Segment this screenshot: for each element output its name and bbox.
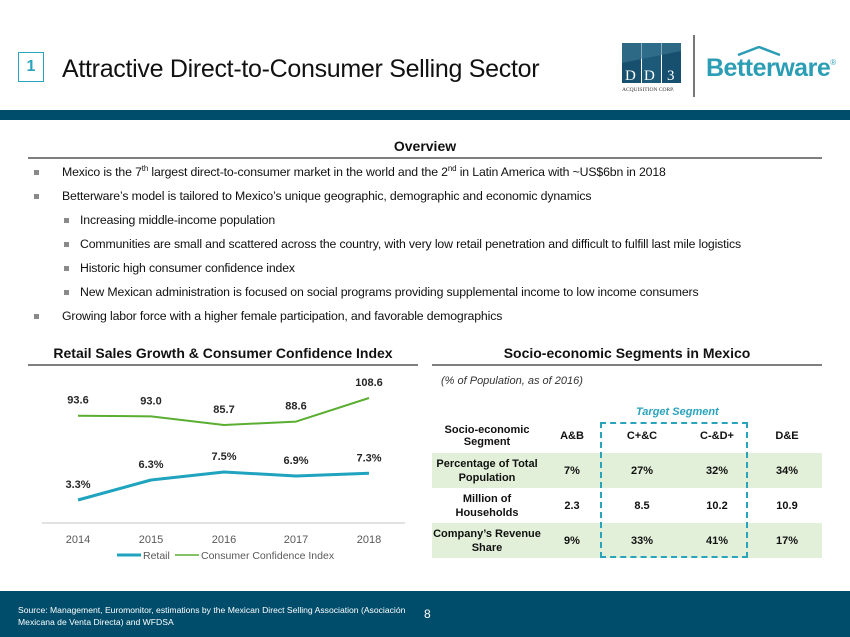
page-number: 8 [424, 607, 431, 621]
segments-header: Socio-economic Segments in Mexico [432, 345, 822, 366]
row-label: Million of Households [455, 492, 519, 519]
dd3-logo: D D 3 ACQUISITION CORP. [622, 43, 681, 93]
sub-bullet-item: Increasing middle-income population [0, 208, 850, 232]
bullet-text: Mexico is the 7th largest direct-to-cons… [62, 164, 666, 179]
table-cell: 10.9 [776, 499, 798, 512]
retail-data-label: 7.5% [211, 451, 236, 463]
table-cell: 41% [682, 523, 752, 558]
page-title: Attractive Direct-to-Consumer Selling Se… [62, 55, 540, 83]
svg-text:3: 3 [667, 68, 675, 84]
svg-text:D: D [644, 68, 655, 84]
bullet-text: Betterware’s model is tailored to Mexico… [62, 189, 592, 203]
row-label: Company’s Revenue Share [432, 523, 542, 558]
betterware-logo: Betterware® [706, 46, 836, 83]
bullet-text: Communities are small and scattered acro… [80, 237, 741, 251]
source-note: Source: Management, Euromonitor, estimat… [18, 605, 406, 627]
x-tick-label: 2016 [212, 534, 236, 546]
sub-bullet-item: Communities are small and scattered acro… [0, 232, 850, 256]
table-cell: 8.5 [634, 499, 650, 512]
segments-subtitle: (% of Population, as of 2016) [441, 375, 583, 387]
sub-bullet-item: Historic high consumer confidence index [0, 256, 850, 280]
footer-bar: Source: Management, Euromonitor, estimat… [0, 591, 850, 637]
bullet-text: Historic high consumer confidence index [80, 261, 295, 275]
table-cell: 34% [752, 453, 822, 488]
retail-data-label: 3.3% [65, 479, 90, 491]
confidence-data-label: 108.6 [355, 377, 383, 389]
bullet-item: Betterware’s model is tailored to Mexico… [0, 184, 850, 208]
registered-mark: ® [830, 58, 836, 67]
logo-divider [693, 35, 695, 97]
column-header: C-&D+ [700, 429, 734, 442]
table-cell: 17% [752, 523, 822, 558]
retail-data-label: 6.3% [138, 459, 163, 471]
table-cell: 9% [542, 523, 602, 558]
confidence-data-label: 93.0 [140, 395, 161, 407]
column-header: D&E [775, 429, 799, 442]
legend-confidence-label: Consumer Confidence Index [201, 550, 335, 562]
header-bar [0, 110, 850, 120]
table-cell: 33% [602, 523, 682, 558]
confidence-data-label: 88.6 [285, 401, 306, 413]
bullet-square-icon [34, 170, 39, 175]
legend-retail-label: Retail [143, 550, 170, 562]
bullet-square-icon [64, 242, 69, 247]
retail-data-label: 6.9% [283, 455, 308, 467]
x-tick-label: 2015 [139, 534, 163, 546]
confidence-series-line [77, 397, 370, 426]
retail-data-label: 7.3% [356, 452, 381, 464]
table-cell: 27% [602, 453, 682, 488]
segments-table: Socio-economic Segment A&B C+&C C-&D+ D&… [432, 418, 822, 558]
x-tick-label: 2014 [66, 534, 90, 546]
table-row: Company’s Revenue Share 9% 33% 41% 17% [432, 523, 822, 558]
table-cell: 32% [682, 453, 752, 488]
line-chart: 93.6 93.0 85.7 88.6 108.6 3.3% 6.3% 7.5% 6.9% 7.3… [42, 377, 405, 562]
row-label: Percentage of Total Population [432, 453, 542, 488]
overview-header: Overview [28, 138, 822, 159]
bullet-square-icon [64, 290, 69, 295]
bullet-square-icon [34, 314, 39, 319]
table-cell: 10.2 [706, 499, 728, 512]
chart-title: Retail Sales Growth & Consumer Confidenc… [28, 345, 418, 366]
x-tick-label: 2017 [284, 534, 308, 546]
dd3-logo-subtext: ACQUISITION CORP. [622, 87, 675, 93]
table-row: Percentage of Total Population 7% 27% 32… [432, 453, 822, 488]
bullet-text: Growing labor force with a higher female… [62, 309, 503, 323]
retail-series-line [77, 470, 370, 502]
target-segment-label: Target Segment [636, 406, 719, 418]
bullet-text: Increasing middle-income population [80, 213, 276, 227]
house-roof-icon [737, 46, 781, 56]
sub-bullet-item: New Mexican administration is focused on… [0, 280, 850, 304]
betterware-logo-text: Betterware [706, 54, 831, 82]
x-tick-label: 2018 [357, 534, 381, 546]
table-header-row: Socio-economic Segment A&B C+&C C-&D+ D&… [432, 418, 822, 453]
column-header: C+&C [626, 429, 658, 442]
table-cell: 2.3 [564, 499, 580, 512]
column-header: Socio-economic Segment [444, 423, 530, 448]
bullet-text: New Mexican administration is focused on… [80, 285, 699, 299]
bullet-item: Mexico is the 7th largest direct-to-cons… [0, 160, 850, 184]
overview-bullets: Mexico is the 7th largest direct-to-cons… [0, 160, 850, 328]
table-row: Million of Households 2.3 8.5 10.2 10.9 [432, 488, 822, 523]
target-segment-box [600, 422, 748, 558]
bullet-square-icon [34, 194, 39, 199]
confidence-data-label: 93.6 [67, 395, 88, 407]
bullet-square-icon [64, 266, 69, 271]
column-header: A&B [560, 429, 584, 442]
bullet-square-icon [64, 218, 69, 223]
table-cell: 7% [542, 453, 602, 488]
confidence-data-label: 85.7 [213, 404, 234, 416]
dd3-logo-text: D [625, 68, 636, 84]
bullet-item: Growing labor force with a higher female… [0, 304, 850, 328]
slide-number-badge: 1 [18, 52, 44, 82]
